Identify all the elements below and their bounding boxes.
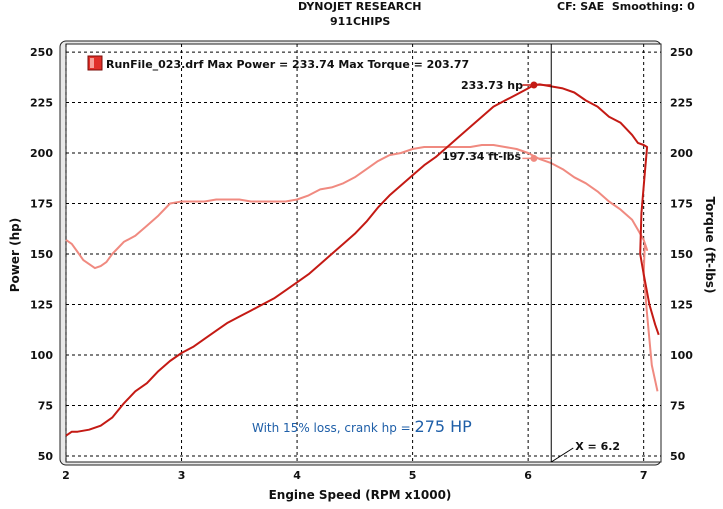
y-tick-label-right: 75 xyxy=(670,399,685,412)
cursor-pointer xyxy=(550,447,574,463)
x-tick-label: 4 xyxy=(293,469,301,482)
y-tick-label-left: 100 xyxy=(30,349,53,362)
y-tick-label-right: 250 xyxy=(670,46,693,59)
torque-line xyxy=(65,144,659,392)
y-tick-label-right: 125 xyxy=(670,298,693,311)
grid-lines xyxy=(65,44,661,462)
y-tick-label-left: 150 xyxy=(30,248,53,261)
settings-readout: CF: SAE Smoothing: 0 xyxy=(557,0,695,13)
y-tick-label-right: 225 xyxy=(670,97,693,110)
legend-label: RunFile_023.drf Max Power = 233.74 Max T… xyxy=(106,58,469,71)
chart-subtitle: 911CHIPS xyxy=(330,15,391,28)
chart-title: DYNOJET RESEARCH xyxy=(298,0,422,13)
y-tick-label-right: 200 xyxy=(670,147,693,160)
torque-annotation: 197.34 ft-lbs xyxy=(442,150,522,163)
y-tick-label-left: 200 xyxy=(30,147,53,160)
crank-hp-note-text: With 15% loss, crank hp = xyxy=(252,421,415,435)
y-tick-label-left: 50 xyxy=(38,450,54,463)
crank-hp-note-value: 275 HP xyxy=(415,417,473,436)
y-tick-label-left: 225 xyxy=(30,97,53,110)
series-lines xyxy=(65,83,660,437)
power-line xyxy=(65,83,660,437)
tick-labels: 2 3 4 5 6 7 50 75 100 125 150 175 200 225 250 50 75 100 12… xyxy=(30,46,693,482)
y-tick-label-left: 125 xyxy=(30,298,53,311)
power-marker xyxy=(530,81,538,89)
cursor: X = 6.2 xyxy=(522,44,620,463)
torque-marker xyxy=(530,154,538,162)
y-axis-label-left: Power (hp) xyxy=(8,218,22,292)
x-tick-label: 7 xyxy=(640,469,648,482)
y-tick-label-right: 150 xyxy=(670,248,693,261)
x-axis-label: Engine Speed (RPM x1000) xyxy=(269,488,452,502)
x-tick-label: 5 xyxy=(409,469,417,482)
crank-hp-note: With 15% loss, crank hp = 275 HP xyxy=(252,417,472,436)
y-tick-label-left: 250 xyxy=(30,46,53,59)
legend: RunFile_023.drf Max Power = 233.74 Max T… xyxy=(87,55,469,71)
x-tick-label: 3 xyxy=(178,469,186,482)
y-tick-label-right: 175 xyxy=(670,198,693,211)
y-tick-label-right: 100 xyxy=(670,349,693,362)
plot-inner xyxy=(65,43,662,463)
cursor-label: X = 6.2 xyxy=(575,440,620,453)
y-tick-label-left: 175 xyxy=(30,198,53,211)
y-tick-label-right: 50 xyxy=(670,450,686,463)
x-tick-label: 6 xyxy=(524,469,532,482)
y-tick-label-left: 75 xyxy=(38,399,53,412)
x-tick-label: 2 xyxy=(62,469,70,482)
power-annotation: 233.73 hp xyxy=(461,79,523,92)
legend-swatch-highlight xyxy=(90,58,94,68)
y-axis-label-right: Torque (ft-lbs) xyxy=(703,197,717,294)
